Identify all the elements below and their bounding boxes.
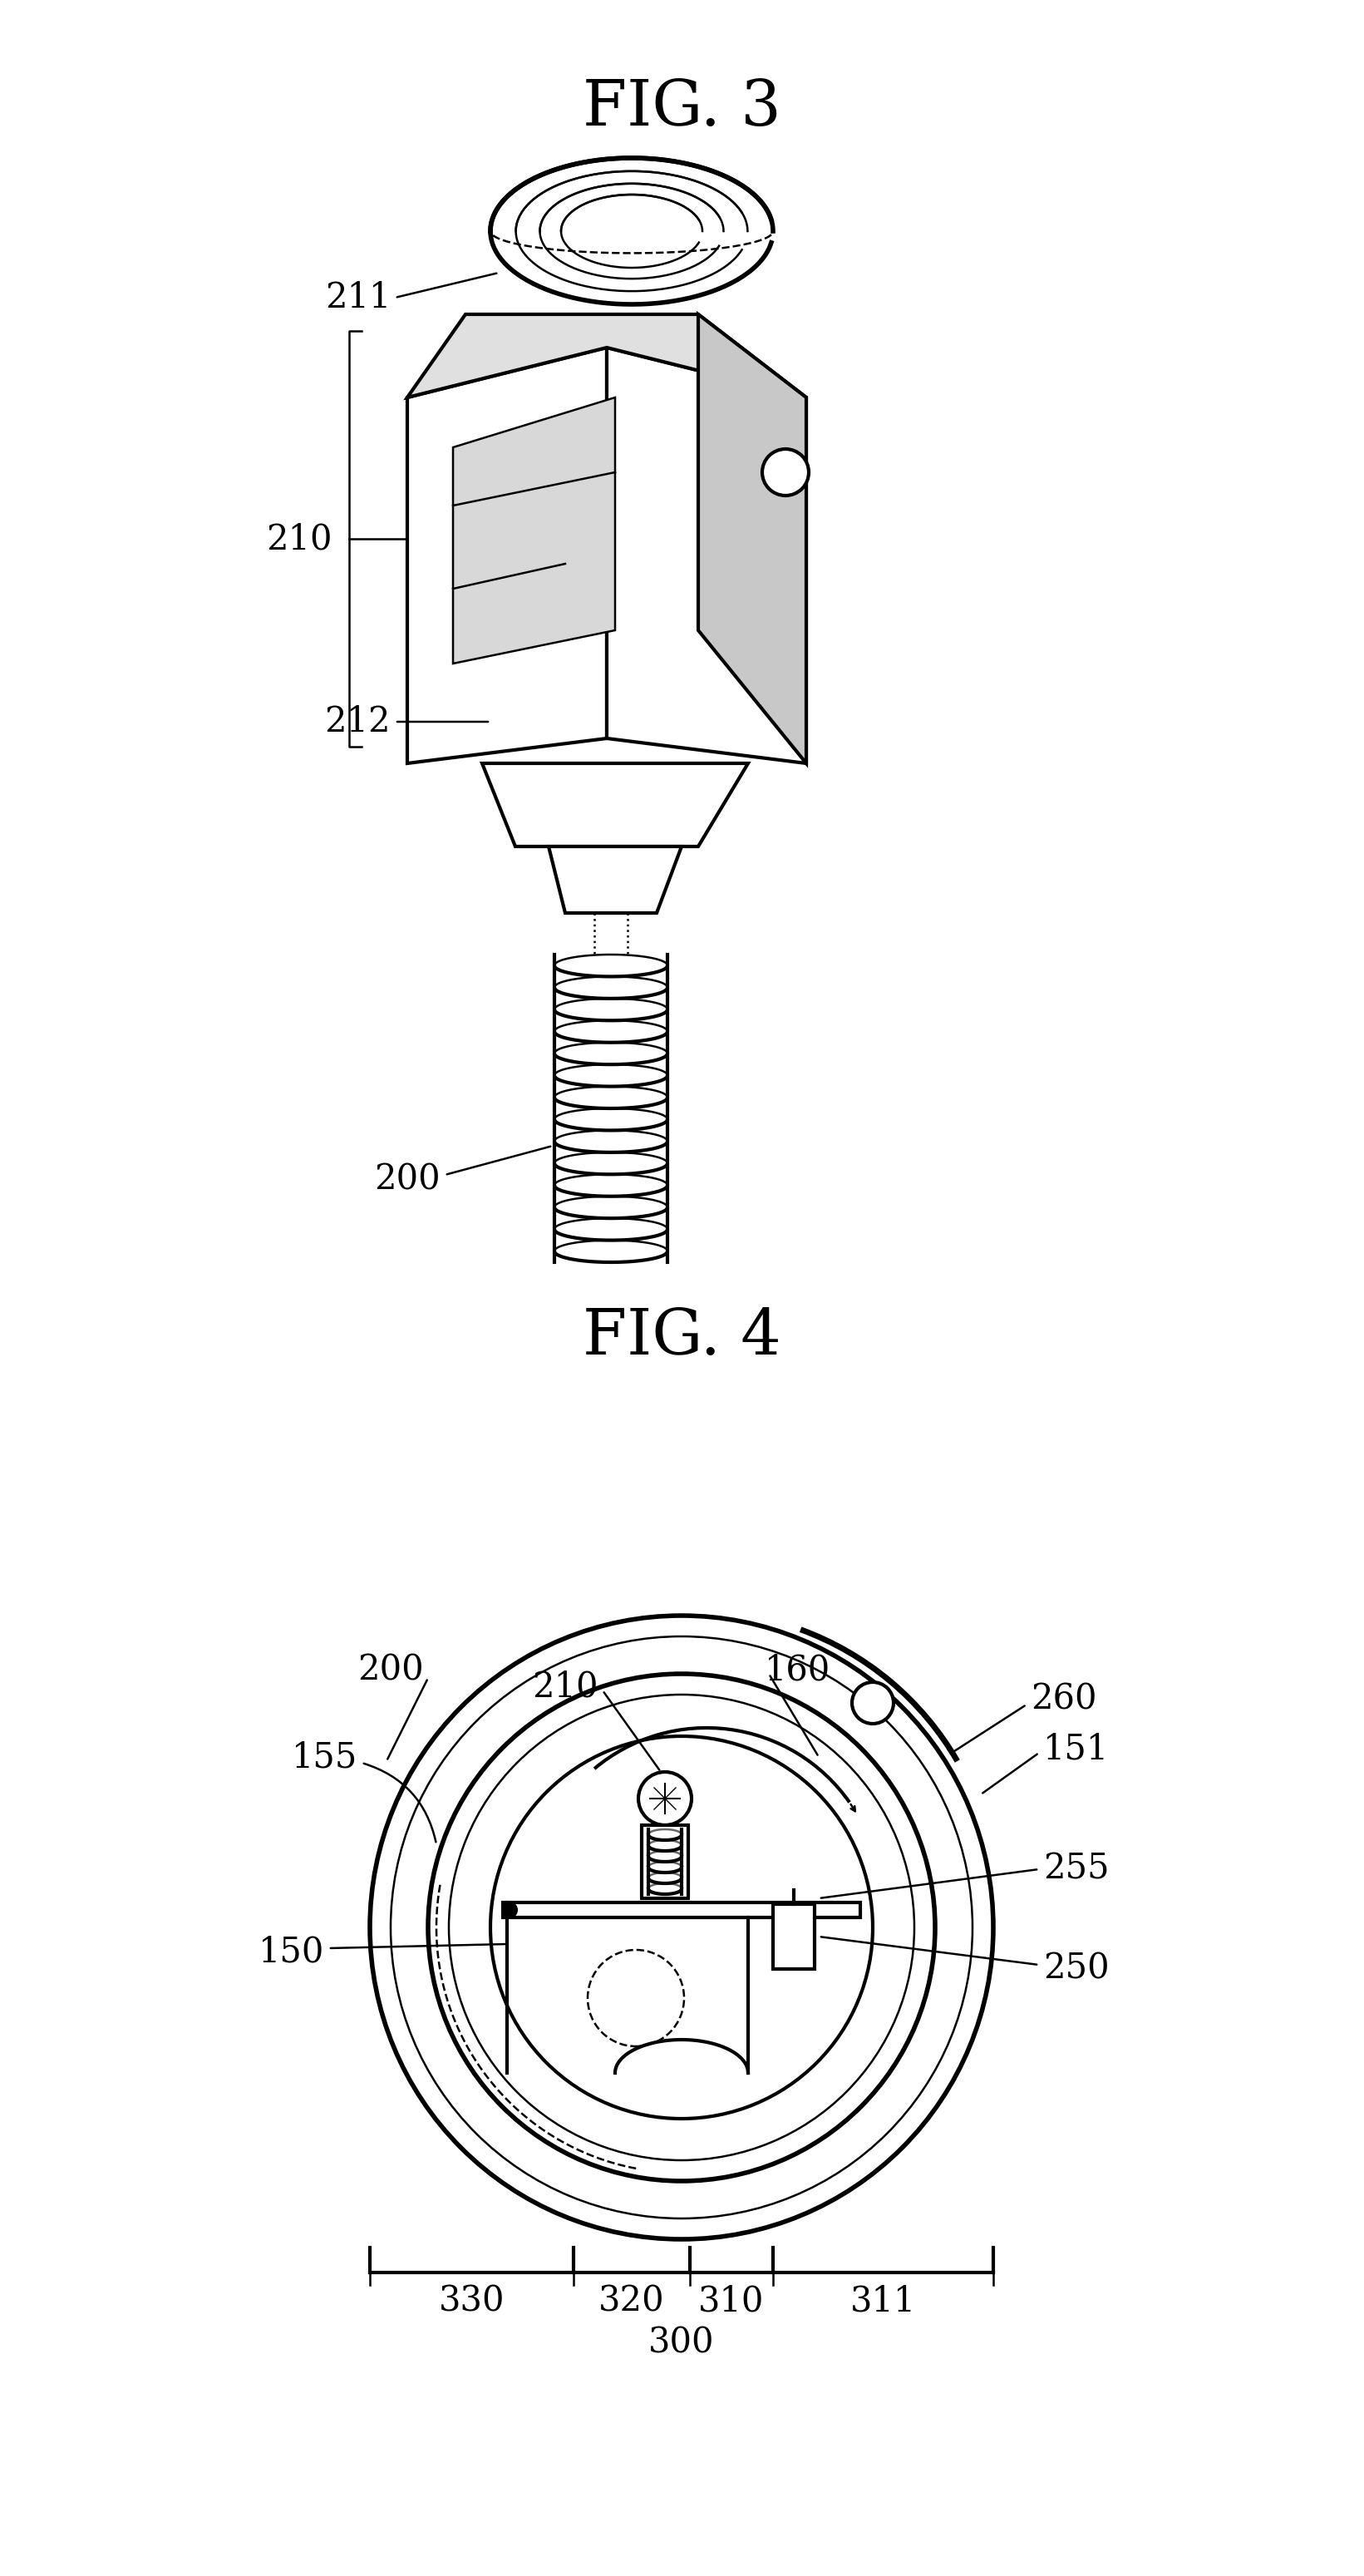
- Text: 311: 311: [850, 2285, 917, 2318]
- Polygon shape: [481, 762, 747, 848]
- Polygon shape: [698, 314, 806, 762]
- Text: 160: 160: [765, 1651, 831, 1687]
- Text: 150: 150: [258, 1935, 325, 1971]
- Polygon shape: [408, 314, 806, 397]
- Text: 151: 151: [1043, 1731, 1109, 1767]
- Circle shape: [501, 1901, 518, 1919]
- Polygon shape: [453, 397, 615, 665]
- Bar: [773, 1904, 814, 1968]
- Text: 212: 212: [325, 703, 390, 739]
- FancyBboxPatch shape: [641, 1826, 689, 1899]
- Text: 300: 300: [648, 2326, 715, 2360]
- Circle shape: [762, 448, 809, 495]
- Text: 260: 260: [1031, 1682, 1097, 1716]
- Polygon shape: [408, 348, 607, 762]
- Text: 320: 320: [599, 2285, 664, 2318]
- Text: 330: 330: [439, 2285, 505, 2318]
- Text: 310: 310: [698, 2285, 764, 2318]
- Text: 200: 200: [357, 1651, 424, 1687]
- Text: 210: 210: [532, 1669, 599, 1703]
- Text: 200: 200: [374, 1162, 441, 1195]
- Circle shape: [638, 1772, 692, 1826]
- Text: FIG. 3: FIG. 3: [582, 77, 780, 139]
- Text: 211: 211: [325, 281, 390, 314]
- Polygon shape: [548, 848, 682, 912]
- Circle shape: [852, 1682, 893, 1723]
- Polygon shape: [607, 348, 806, 762]
- Text: 155: 155: [292, 1739, 357, 1775]
- Bar: [503, 1904, 861, 1917]
- Text: 250: 250: [1043, 1953, 1109, 1986]
- Text: FIG. 4: FIG. 4: [582, 1306, 780, 1368]
- Text: 210: 210: [266, 520, 333, 556]
- Text: 255: 255: [1043, 1852, 1109, 1886]
